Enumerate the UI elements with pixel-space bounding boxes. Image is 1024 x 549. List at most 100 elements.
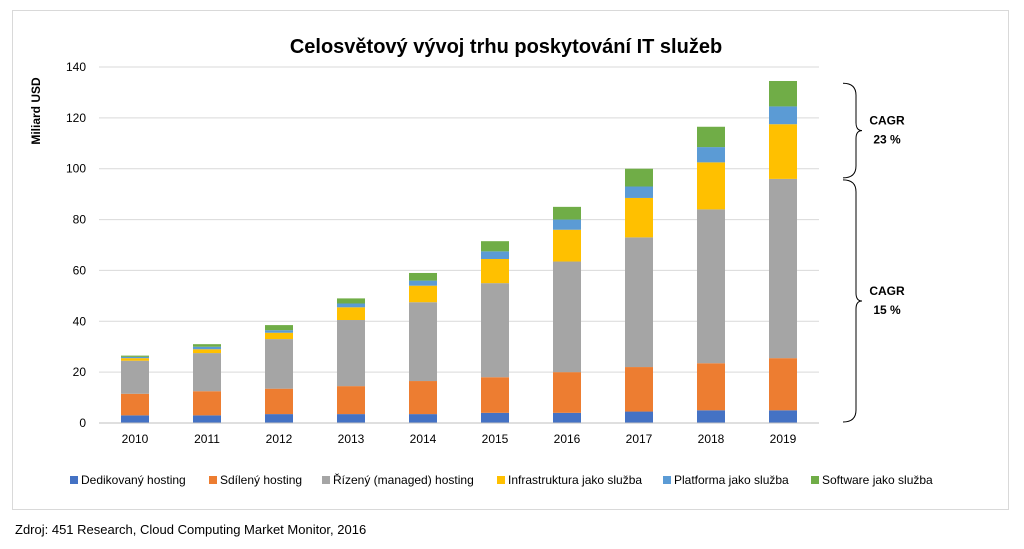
legend: Dedikovaný hosting Sdílený hosting Řízený … — [70, 472, 933, 487]
bar-segment — [553, 372, 581, 413]
bar-segment — [481, 258, 509, 284]
legend-swatch — [322, 476, 330, 484]
bar-segment — [409, 285, 437, 303]
x-tick-label: 2018 — [698, 432, 725, 446]
legend-entry: Platforma jako služba — [674, 473, 789, 487]
bar-segment — [769, 124, 797, 179]
bars — [121, 80, 797, 423]
cagr-label: CAGR — [869, 284, 905, 298]
bar-segment — [553, 261, 581, 373]
x-tick-label: 2019 — [770, 432, 797, 446]
bar-segment — [337, 414, 365, 423]
x-tick-label: 2015 — [482, 432, 509, 446]
bar-segment — [265, 388, 293, 415]
bar-segment — [553, 219, 581, 230]
bar-segment — [625, 186, 653, 198]
bar-segment — [481, 412, 509, 423]
bar-segment — [121, 356, 149, 359]
bar-segment — [409, 272, 437, 281]
bar-segment — [553, 229, 581, 262]
y-tick-label: 140 — [66, 60, 86, 74]
bar-segment — [265, 339, 293, 389]
bar-segment — [337, 307, 365, 321]
bar-segment — [265, 332, 293, 340]
axes: 0 20 40 60 80 100 120 140 2010 2011 2012 2013 2014 20… — [66, 60, 819, 446]
bar-segment — [769, 178, 797, 359]
legend-swatch — [497, 476, 505, 484]
bar-segment — [121, 355, 149, 357]
bar-segment — [625, 197, 653, 238]
bar-segment — [409, 280, 437, 286]
bar-segment — [481, 283, 509, 378]
legend-swatch — [663, 476, 671, 484]
bar-segment — [337, 320, 365, 387]
bar-segment — [697, 410, 725, 423]
legend-entry: Software jako služba — [822, 473, 933, 487]
bar-segment — [121, 358, 149, 361]
bar-segment — [337, 386, 365, 415]
stacked-bar-chart: Celosvětový vývoj trhu poskytování IT sl… — [29, 36, 933, 487]
x-tick-label: 2014 — [410, 432, 437, 446]
bar-segment — [769, 410, 797, 423]
x-tick-label: 2013 — [338, 432, 365, 446]
y-tick-label: 0 — [79, 416, 86, 430]
legend-swatch — [70, 476, 78, 484]
bar-segment — [265, 325, 293, 331]
bar-segment — [697, 126, 725, 148]
y-tick-label: 120 — [66, 111, 86, 125]
chart-title: Celosvětový vývoj trhu poskytování IT sl… — [290, 36, 722, 58]
legend-entry: Dedikovaný hosting — [81, 473, 186, 487]
bar-segment — [481, 377, 509, 413]
gridlines — [99, 66, 819, 373]
y-axis-label: Miliard USD — [29, 77, 43, 145]
bar-segment — [697, 147, 725, 163]
bar-segment — [337, 303, 365, 308]
bar-segment — [121, 415, 149, 423]
x-tick-label: 2016 — [554, 432, 581, 446]
x-tick-label: 2012 — [266, 432, 293, 446]
bar-segment — [193, 353, 221, 392]
bar-segment — [193, 349, 221, 354]
bar-segment — [625, 367, 653, 412]
bar-segment — [625, 168, 653, 187]
bar-segment — [625, 237, 653, 368]
bar-segment — [481, 241, 509, 252]
legend-swatch — [811, 476, 819, 484]
y-tick-label: 100 — [66, 162, 86, 176]
cagr-label: 15 % — [873, 303, 901, 317]
y-tick-label: 40 — [73, 314, 87, 328]
cagr-brace — [842, 179, 863, 423]
bar-segment — [409, 302, 437, 382]
bar-segment — [409, 381, 437, 415]
bar-segment — [769, 80, 797, 107]
bar-segment — [553, 412, 581, 423]
bar-segment — [193, 415, 221, 423]
chart-frame: Celosvětový vývoj trhu poskytování IT sl… — [12, 10, 1009, 510]
bar-segment — [337, 298, 365, 304]
bar-segment — [193, 346, 221, 350]
bar-segment — [697, 363, 725, 411]
bar-segment — [409, 414, 437, 423]
cagr-annotations: CAGR 23 % CAGR 15 % — [842, 82, 905, 423]
y-tick-label: 60 — [73, 263, 87, 277]
cagr-label: 23 % — [873, 133, 901, 147]
x-tick-label: 2010 — [122, 432, 149, 446]
cagr-brace — [842, 82, 863, 179]
bar-segment — [265, 330, 293, 333]
bar-segment — [769, 106, 797, 125]
x-tick-label: 2017 — [626, 432, 653, 446]
bar-segment — [697, 209, 725, 364]
bar-segment — [265, 414, 293, 423]
x-tick-label: 2011 — [194, 432, 220, 446]
bar-segment — [193, 391, 221, 416]
bar-segment — [121, 393, 149, 416]
y-tick-label: 80 — [73, 213, 87, 227]
legend-entry: Sdílený hosting — [220, 473, 302, 487]
legend-swatch — [209, 476, 217, 484]
bar-segment — [553, 206, 581, 220]
y-tick-label: 20 — [73, 365, 87, 379]
source-note: Zdroj: 451 Research, Cloud Computing Mar… — [15, 522, 367, 537]
bar-segment — [481, 251, 509, 259]
bar-segment — [769, 358, 797, 411]
bar-segment — [697, 162, 725, 210]
